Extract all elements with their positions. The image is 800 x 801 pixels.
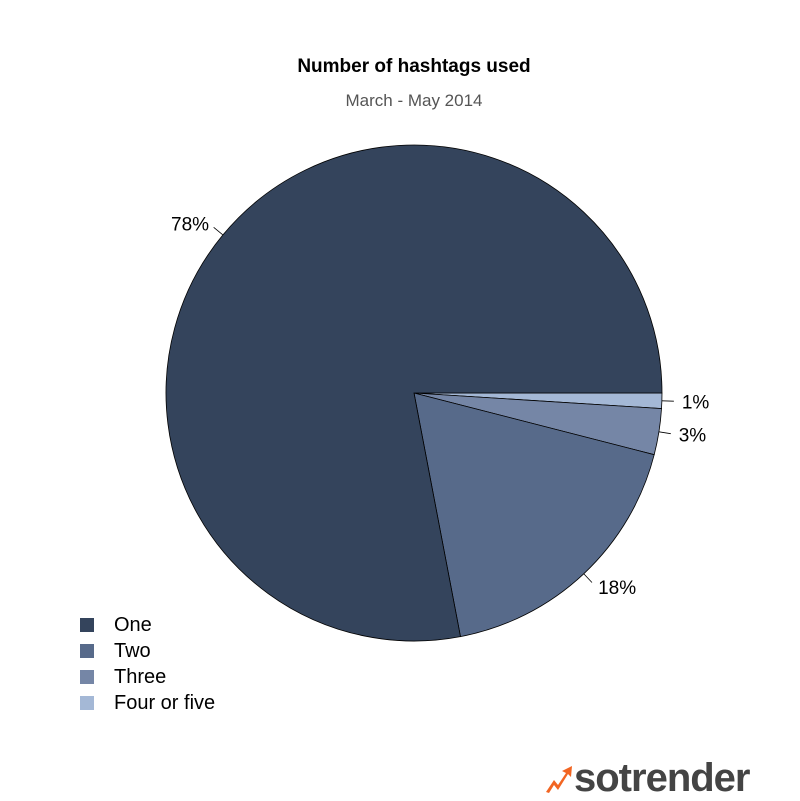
- leader-line: [659, 432, 671, 434]
- leader-line: [214, 227, 223, 235]
- legend-label: Three: [114, 666, 166, 689]
- data-label: 78%: [171, 214, 209, 235]
- legend-item: Two: [80, 638, 215, 664]
- legend: One Two Three Four or five: [80, 612, 215, 716]
- trend-arrow-icon: [544, 764, 574, 794]
- legend-item: One: [80, 612, 215, 638]
- legend-label: Four or five: [114, 692, 215, 715]
- sotrender-logo: sotrender: [544, 756, 750, 801]
- logo-text: sotrender: [574, 756, 750, 801]
- legend-item: Three: [80, 664, 215, 690]
- legend-label: Two: [114, 640, 151, 663]
- data-label: 3%: [679, 426, 707, 447]
- legend-swatch: [80, 670, 94, 684]
- legend-swatch: [80, 644, 94, 658]
- legend-item: Four or five: [80, 690, 215, 716]
- data-label: 18%: [598, 578, 636, 599]
- legend-swatch: [80, 618, 94, 632]
- leader-line: [584, 574, 592, 583]
- data-label: 1%: [682, 392, 710, 413]
- legend-label: One: [114, 614, 152, 637]
- legend-swatch: [80, 696, 94, 710]
